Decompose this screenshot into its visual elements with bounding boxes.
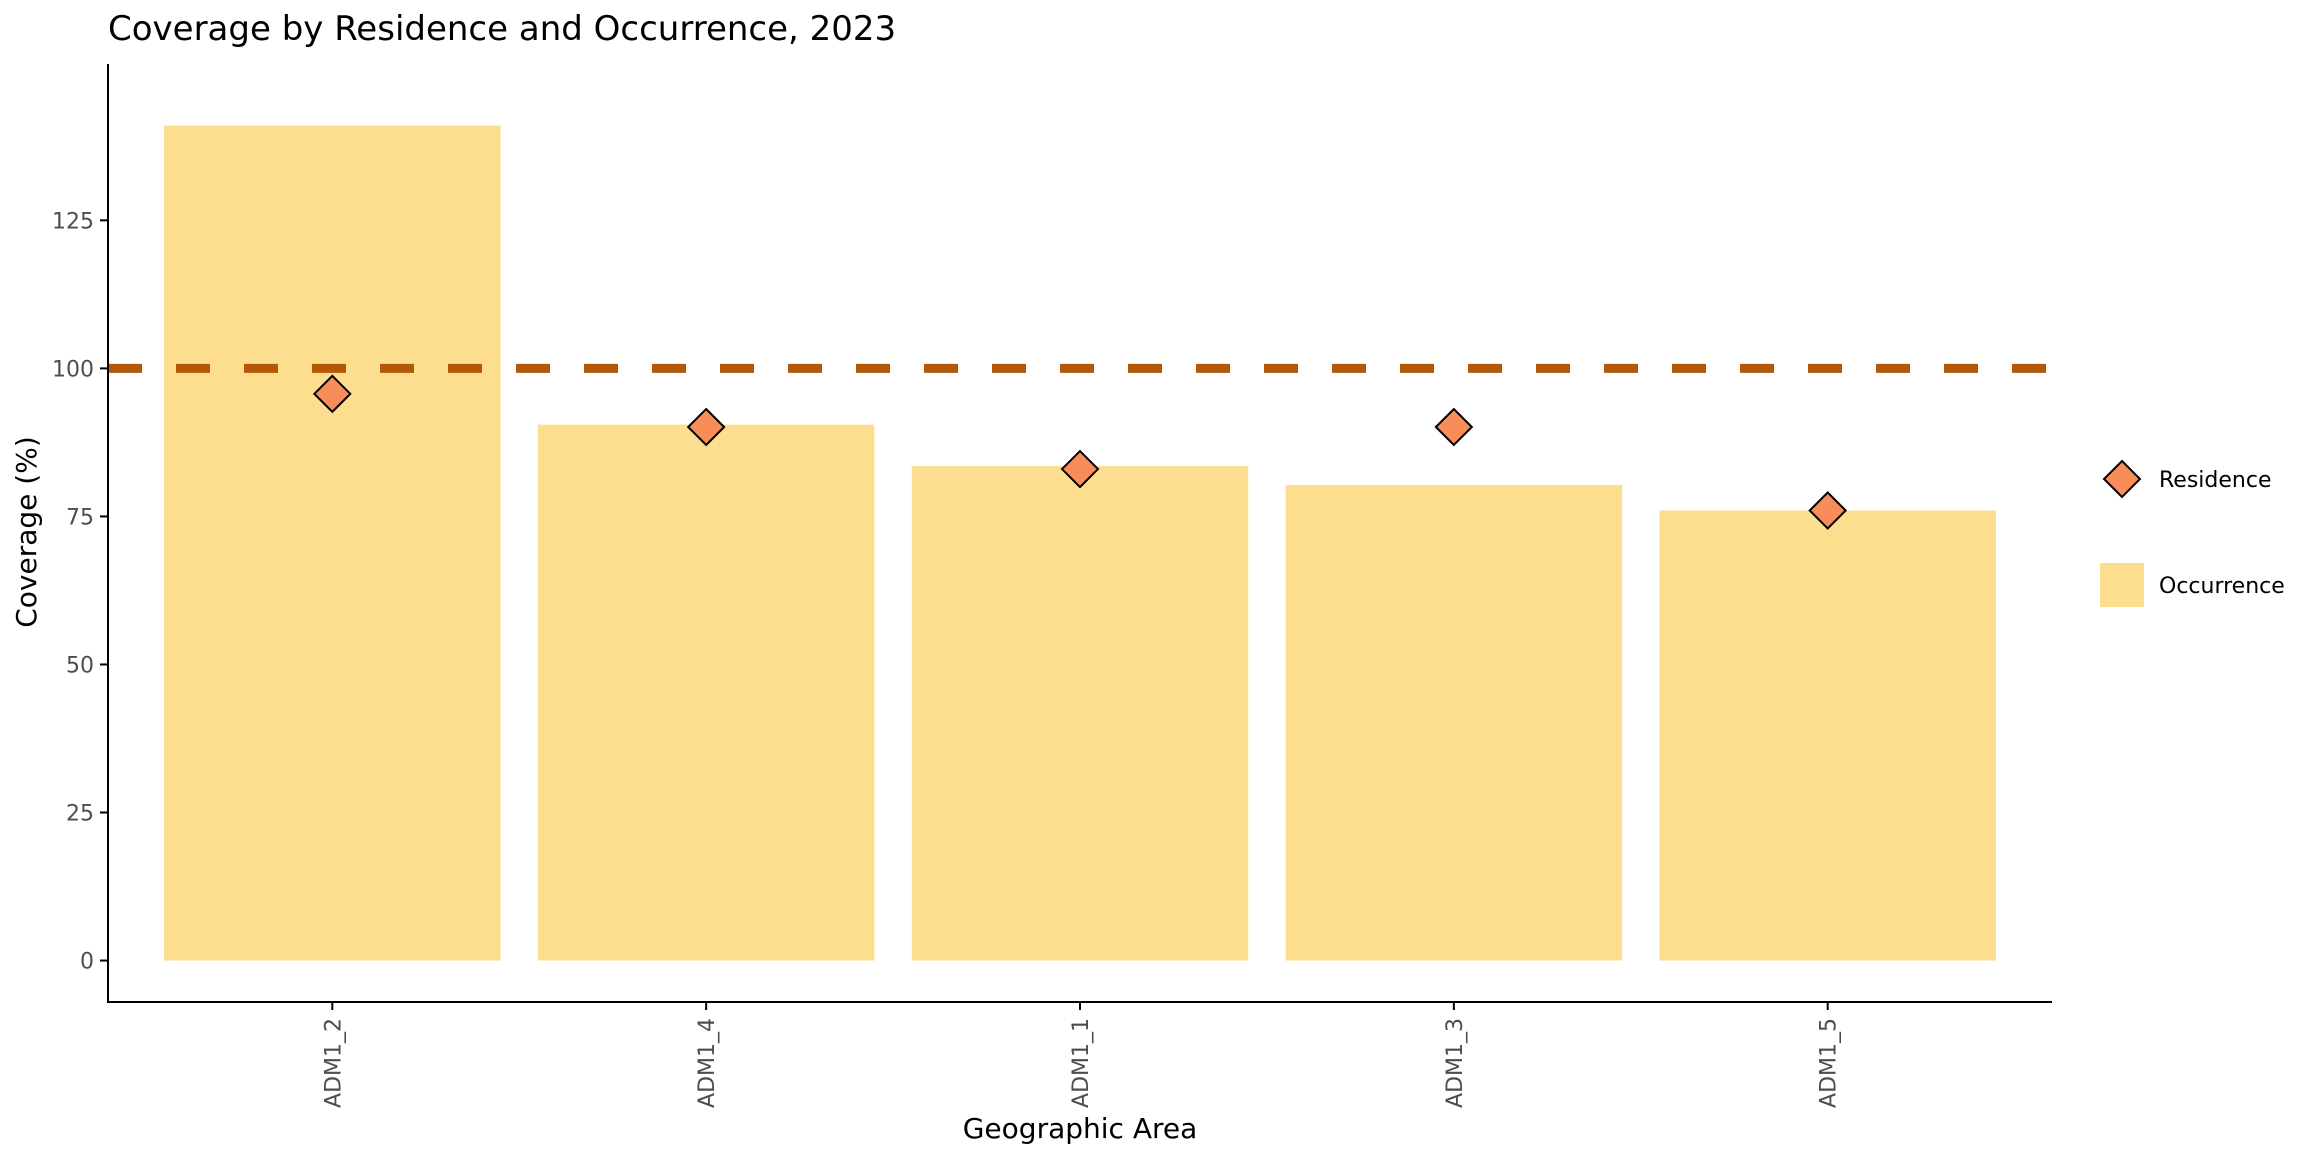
legend-residence-key-icon: [2102, 459, 2142, 499]
y-tick-label: 75: [66, 505, 94, 530]
bars-layer: [164, 125, 1996, 961]
bar-occurrence-ADM1_1: [911, 466, 1249, 961]
point-residence-ADM1_4: [686, 407, 726, 447]
legend-residence-label: Residence: [2159, 468, 2271, 493]
bar-occurrence-ADM1_3: [1285, 485, 1623, 961]
x-tick-label: ADM1_1: [1069, 1018, 1094, 1108]
point-residence-ADM1_3: [1434, 407, 1474, 447]
point-residence-ADM1_5: [1808, 491, 1848, 530]
y-axis-title: Coverage (%): [10, 436, 43, 628]
bar-occurrence-ADM1_5: [1659, 510, 1996, 961]
legend-occurrence-key: [2100, 563, 2144, 607]
bar-occurrence-ADM1_4: [537, 424, 875, 961]
y-tick-label: 0: [80, 950, 94, 975]
x-tick-label: ADM1_2: [321, 1018, 346, 1108]
y-tick-label: 125: [52, 209, 94, 234]
x-tick-label: ADM1_4: [695, 1018, 720, 1108]
points-layer: [312, 374, 1848, 530]
chart-title: Coverage by Residence and Occurrence, 20…: [108, 9, 896, 49]
x-tick-label: ADM1_3: [1443, 1018, 1468, 1108]
y-tick-label: 25: [66, 802, 94, 827]
legend: Residence Occurrence: [2100, 459, 2285, 607]
x-axis-title: Geographic Area: [963, 1112, 1198, 1145]
axes-layer: 0 25 50 75 100 125 ADM1_2 ADM1_4 ADM1_1 ADM1_3 ADM…: [52, 64, 2052, 1108]
y-tick-label: 50: [66, 653, 94, 678]
bar-occurrence-ADM1_2: [164, 125, 501, 961]
legend-occurrence-label: Occurrence: [2159, 574, 2285, 599]
point-residence-ADM1_2: [312, 374, 352, 414]
y-tick-label: 100: [52, 357, 94, 382]
x-tick-label: ADM1_5: [1817, 1018, 1842, 1108]
point-residence-ADM1_1: [1060, 449, 1100, 489]
